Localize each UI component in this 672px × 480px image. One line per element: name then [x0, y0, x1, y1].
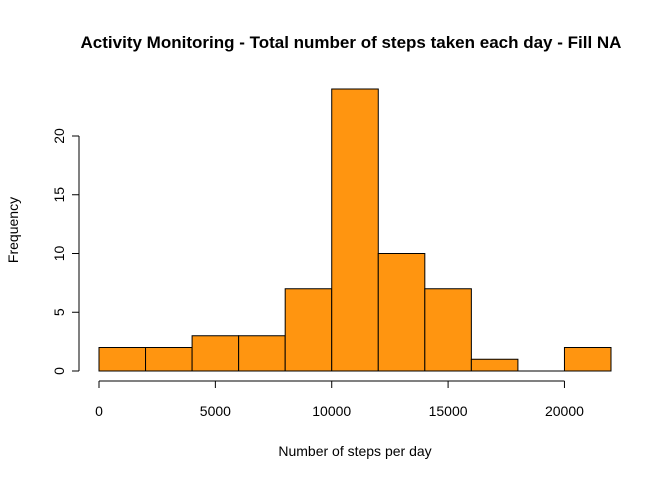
x-tick-label: 10000 [312, 403, 351, 419]
histogram-bar [145, 347, 193, 372]
histogram-bar [563, 347, 612, 372]
y-axis-label: Frequency [5, 197, 21, 263]
y-tick-label: 20 [51, 128, 67, 144]
histogram-bar [424, 288, 472, 372]
y-tick-label: 10 [51, 246, 67, 262]
histogram-bar [470, 358, 519, 372]
x-tick-label: 5000 [200, 403, 231, 419]
histogram-bar [284, 288, 333, 372]
x-tick-label: 0 [95, 403, 103, 419]
histogram-bar [238, 335, 286, 372]
histogram-bar [191, 335, 240, 372]
x-tick-label: 20000 [545, 403, 584, 419]
y-tick-label: 5 [51, 308, 67, 316]
x-tick-label: 15000 [429, 403, 468, 419]
histogram-bar [98, 347, 147, 372]
x-axis: 0 5000 10000 15000 20000 [95, 380, 584, 419]
y-tick-label: 15 [51, 187, 67, 203]
bars-group [98, 88, 612, 372]
y-axis: 0 5 10 15 20 [51, 128, 80, 375]
y-tick-label: 0 [51, 367, 67, 375]
chart-title: Activity Monitoring - Total number of st… [81, 33, 622, 52]
x-axis-label: Number of steps per day [278, 443, 431, 459]
histogram-bar [331, 88, 379, 372]
histogram-bar [377, 253, 426, 372]
